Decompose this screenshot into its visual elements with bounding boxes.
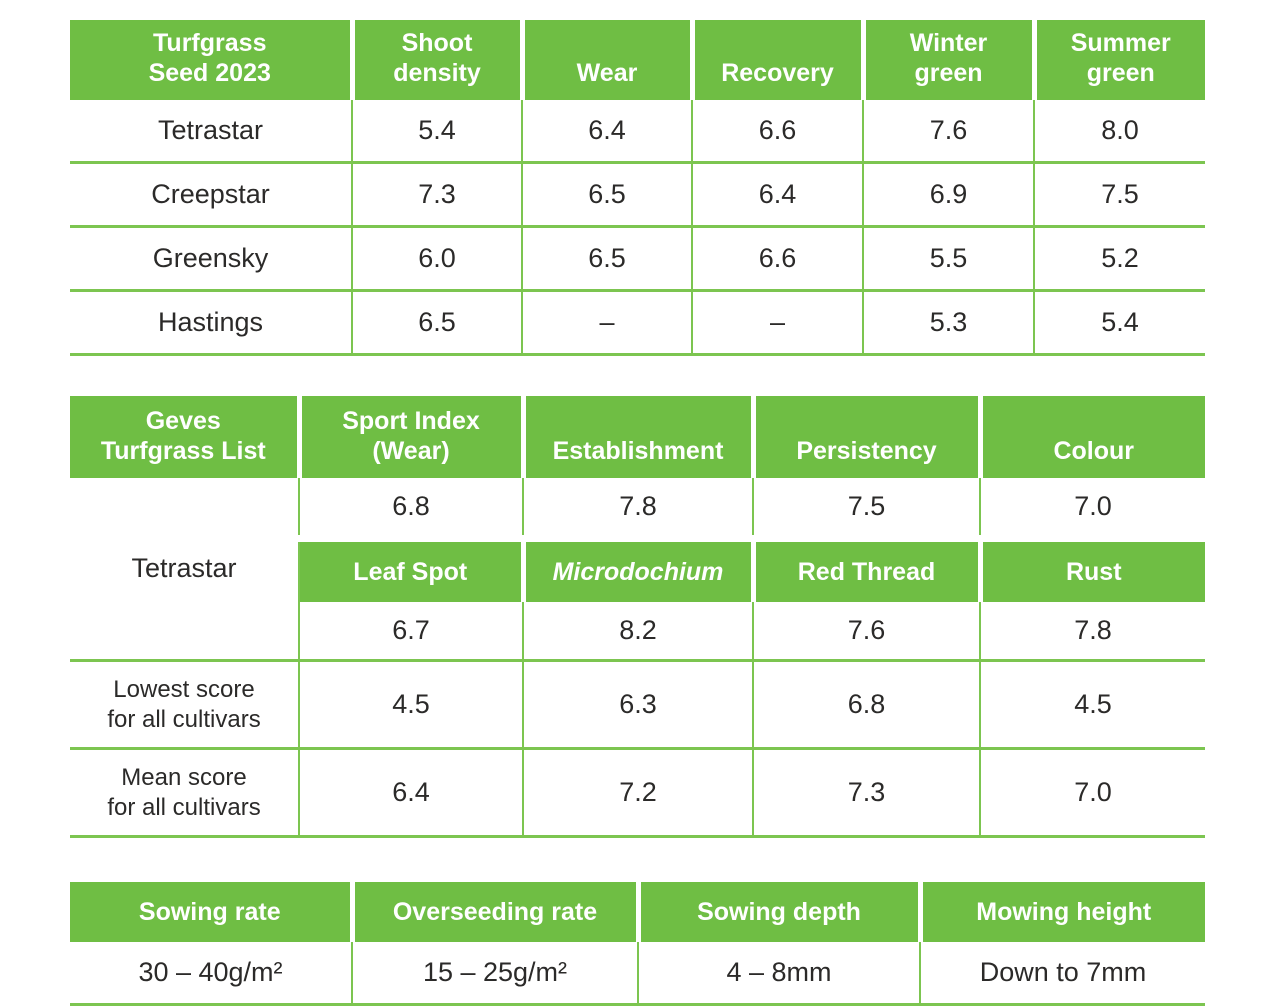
value-cell: 6.4 bbox=[521, 100, 692, 163]
table2-header-persistency: Persistency bbox=[750, 396, 980, 478]
table1-header-row: Turfgrass Seed 2023 Shoot density Wear R… bbox=[70, 20, 1205, 100]
table-gap bbox=[70, 356, 1205, 396]
summary-label: Mean score for all cultivars bbox=[70, 747, 299, 838]
value-cell: 7.8 bbox=[522, 478, 753, 542]
value-cell: – bbox=[521, 289, 692, 356]
value-cell: – bbox=[691, 289, 863, 356]
value-cell: 7.3 bbox=[752, 747, 980, 838]
overseeding-rate-value: 15 – 25g/m² bbox=[351, 942, 638, 1006]
table3-header-sowing-rate: Sowing rate bbox=[70, 882, 352, 942]
cultivar-name: Greensky bbox=[70, 225, 352, 291]
value-cell: 7.5 bbox=[752, 478, 980, 542]
sowing-rate-value: 30 – 40g/m² bbox=[70, 942, 352, 1006]
value-cell: 6.8 bbox=[752, 659, 980, 749]
table3-header-row: Sowing rate Overseeding rate Sowing dept… bbox=[70, 882, 1205, 942]
table-gap bbox=[70, 838, 1205, 882]
subheader-rust: Rust bbox=[977, 538, 1205, 602]
value-cell: 6.5 bbox=[521, 225, 692, 291]
geves-turfgrass-list-table: Geves Turfgrass List Sport Index (Wear) … bbox=[70, 396, 1205, 838]
value-cell: 6.4 bbox=[298, 747, 523, 838]
turfgrass-seed-2023-table: Turfgrass Seed 2023 Shoot density Wear R… bbox=[70, 20, 1205, 356]
table1-header-shoot-density: Shoot density bbox=[349, 20, 522, 100]
cultivar-name: Hastings bbox=[70, 289, 352, 356]
table1-header-summer-green: Summer green bbox=[1031, 20, 1205, 100]
value-cell: 6.5 bbox=[351, 289, 522, 356]
value-cell: 7.3 bbox=[351, 161, 522, 227]
mowing-height-value: Down to 7mm bbox=[919, 942, 1205, 1006]
table3-header-overseeding-rate: Overseeding rate bbox=[349, 882, 638, 942]
table-row: 30 – 40g/m² 15 – 25g/m² 4 – 8mm Down to … bbox=[70, 942, 1205, 1006]
table2-header-colour: Colour bbox=[977, 396, 1205, 478]
value-cell: 8.2 bbox=[522, 602, 753, 662]
value-cell: 7.5 bbox=[1033, 161, 1205, 227]
value-cell: 6.3 bbox=[522, 659, 753, 749]
table-row: Tetrastar 6.8 7.8 7.5 7.0 bbox=[70, 478, 1205, 661]
table1-header-recovery: Recovery bbox=[689, 20, 863, 100]
value-cell: 7.0 bbox=[979, 747, 1205, 838]
value-cell: 6.8 bbox=[298, 478, 523, 542]
value-cell: 5.4 bbox=[351, 100, 522, 163]
value-cell: 7.0 bbox=[979, 478, 1205, 542]
value-cell: 6.6 bbox=[691, 225, 863, 291]
value-cell: 6.5 bbox=[521, 161, 692, 227]
table-row: Creepstar 7.3 6.5 6.4 6.9 7.5 bbox=[70, 161, 1205, 227]
value-cell: 5.5 bbox=[862, 225, 1034, 291]
table-row: 6.7 8.2 7.6 7.8 bbox=[70, 602, 1205, 662]
value-cell: 6.4 bbox=[691, 161, 863, 227]
table-row-lowest-score: Lowest score for all cultivars 4.5 6.3 6… bbox=[70, 659, 1205, 749]
value-cell: 4.5 bbox=[979, 659, 1205, 749]
value-cell: 7.2 bbox=[522, 747, 753, 838]
value-cell: 6.7 bbox=[298, 602, 523, 662]
cultivar-name: Creepstar bbox=[70, 161, 352, 227]
table1-header-title: Turfgrass Seed 2023 bbox=[70, 20, 352, 100]
value-cell: 5.2 bbox=[1033, 225, 1205, 291]
summary-label: Lowest score for all cultivars bbox=[70, 659, 299, 749]
table1-header-winter-green: Winter green bbox=[860, 20, 1034, 100]
sowing-info-table: Sowing rate Overseeding rate Sowing dept… bbox=[70, 882, 1205, 1006]
table-row-mean-score: Mean score for all cultivars 6.4 7.2 7.3… bbox=[70, 747, 1205, 838]
table2-header-establishment: Establishment bbox=[520, 396, 753, 478]
value-cell: 7.6 bbox=[862, 100, 1034, 163]
table3-header-mowing-height: Mowing height bbox=[917, 882, 1205, 942]
sowing-depth-value: 4 – 8mm bbox=[637, 942, 920, 1006]
cultivar-name: Tetrastar bbox=[70, 478, 300, 661]
value-cell: 5.3 bbox=[862, 289, 1034, 356]
value-cell: 6.6 bbox=[691, 100, 863, 163]
value-cell: 8.0 bbox=[1033, 100, 1205, 163]
table1-header-wear: Wear bbox=[519, 20, 692, 100]
subheader-leaf-spot: Leaf Spot bbox=[298, 538, 523, 602]
table-row: Greensky 6.0 6.5 6.6 5.5 5.2 bbox=[70, 225, 1205, 291]
table-row: Hastings 6.5 – – 5.3 5.4 bbox=[70, 289, 1205, 356]
value-cell: 4.5 bbox=[298, 659, 523, 749]
table2-header-row: Geves Turfgrass List Sport Index (Wear) … bbox=[70, 396, 1205, 478]
subheader-microdochium: Microdochium bbox=[520, 538, 753, 602]
value-cell: 7.8 bbox=[979, 602, 1205, 662]
value-cell: 5.4 bbox=[1033, 289, 1205, 356]
value-cell: 7.6 bbox=[752, 602, 980, 662]
table2-header-title: Geves Turfgrass List bbox=[70, 396, 299, 478]
table2-header-sport-index: Sport Index (Wear) bbox=[296, 396, 523, 478]
table-row: Tetrastar 5.4 6.4 6.6 7.6 8.0 bbox=[70, 100, 1205, 163]
table3-header-sowing-depth: Sowing depth bbox=[635, 882, 920, 942]
table2-subheader-row: Leaf Spot Microdochium Red Thread Rust bbox=[70, 538, 1205, 602]
value-cell: 6.9 bbox=[862, 161, 1034, 227]
subheader-red-thread: Red Thread bbox=[750, 538, 980, 602]
value-cell: 6.0 bbox=[351, 225, 522, 291]
cultivar-name: Tetrastar bbox=[157, 115, 264, 145]
